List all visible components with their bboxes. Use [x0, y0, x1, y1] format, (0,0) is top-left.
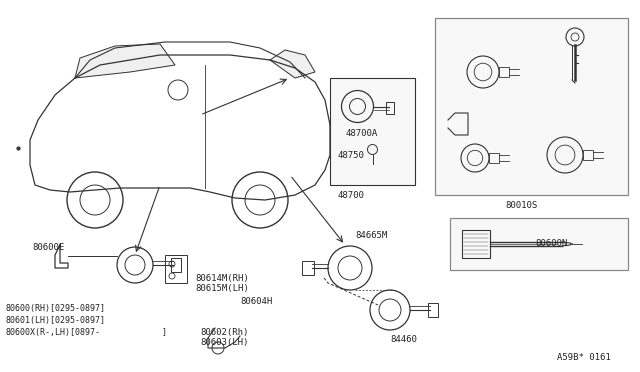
Bar	[428, 303, 438, 317]
Text: 84665M: 84665M	[355, 231, 387, 240]
Bar	[171, 258, 181, 272]
Bar	[302, 261, 314, 275]
Text: 80615M(LH): 80615M(LH)	[195, 285, 249, 294]
Text: 80010S: 80010S	[505, 201, 537, 209]
Text: 48750: 48750	[338, 151, 365, 160]
Bar	[489, 153, 499, 163]
Bar	[330, 78, 415, 185]
Bar	[499, 67, 509, 77]
Bar	[385, 102, 394, 113]
Text: 80600(RH)[0295-0897]: 80600(RH)[0295-0897]	[5, 304, 105, 312]
Text: 80604H: 80604H	[240, 298, 272, 307]
Polygon shape	[75, 44, 175, 78]
Text: 80603(LH): 80603(LH)	[200, 339, 248, 347]
Bar	[450, 218, 628, 270]
Bar	[462, 230, 490, 258]
Polygon shape	[270, 50, 315, 78]
Text: 80601(LH)[0295-0897]: 80601(LH)[0295-0897]	[5, 315, 105, 324]
Text: 84460: 84460	[390, 336, 417, 344]
Text: 80614M(RH): 80614M(RH)	[195, 273, 249, 282]
Text: 48700: 48700	[337, 190, 364, 199]
Text: 80600X(R-,LH)[0897-: 80600X(R-,LH)[0897-	[5, 327, 100, 337]
Text: 80600N: 80600N	[535, 238, 567, 247]
Text: 48700A: 48700A	[345, 128, 377, 138]
Text: A59B* 0161: A59B* 0161	[557, 353, 611, 362]
Text: 80602(Rh): 80602(Rh)	[200, 327, 248, 337]
Bar	[435, 18, 628, 195]
Text: ]: ]	[162, 327, 167, 337]
Bar	[165, 255, 187, 283]
Text: 80600E: 80600E	[32, 244, 64, 253]
Bar	[583, 150, 593, 160]
